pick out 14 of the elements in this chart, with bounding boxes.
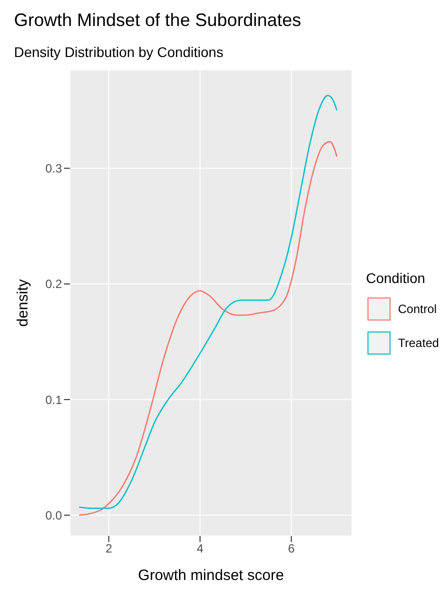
legend-label: Control [398,302,437,316]
chart-title: Growth Mindset of the Subordinates [14,10,302,31]
y-tick-label: 0.2 [45,277,62,292]
chart-subtitle: Density Distribution by Conditions [14,44,224,60]
x-tick-label: 4 [196,542,204,556]
y-tick-label: 0.3 [45,162,62,176]
x-tick-label: 6 [288,542,295,556]
y-tick-label: 0.1 [45,392,62,407]
legend-label: Treated [398,336,439,350]
x-tick-label: 2 [105,542,112,556]
y-tick-label: 0.0 [45,508,62,522]
x-axis-title: Growth mindset score [138,567,284,584]
legend-title: Condition [366,270,426,286]
y-axis-title: density [14,278,32,327]
